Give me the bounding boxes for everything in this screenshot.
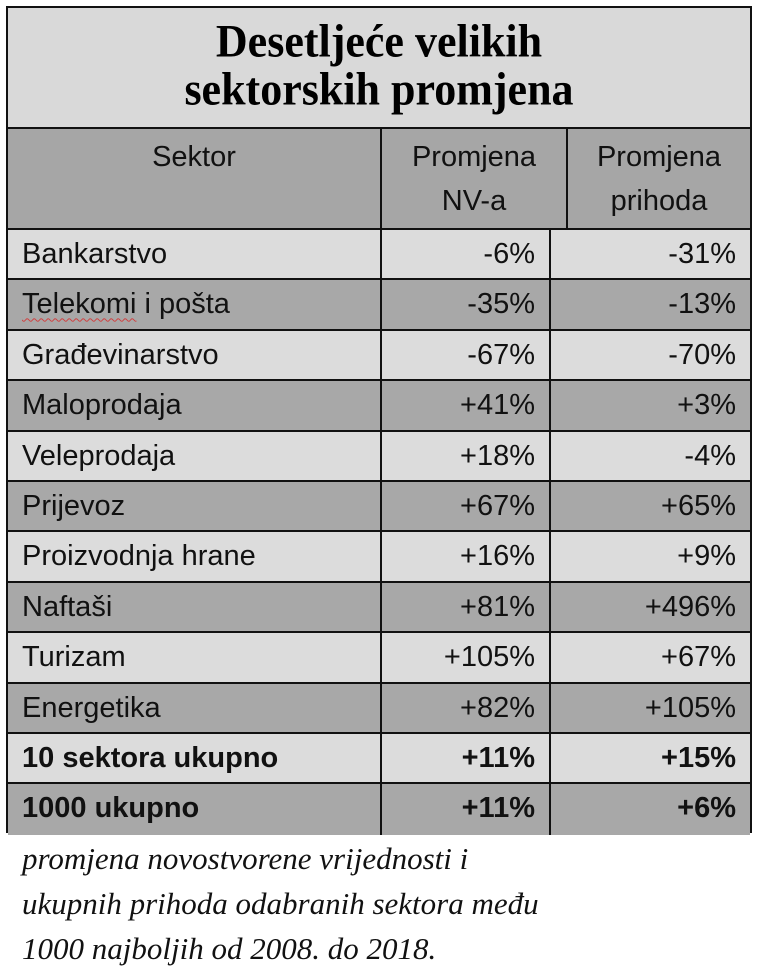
- nv-change-cell: +41%: [382, 381, 551, 430]
- title-line-1: Desetljeće velikih: [215, 15, 543, 68]
- title-line-2: sektorskih promjena: [184, 63, 574, 116]
- revenue-change-cell: -13%: [668, 288, 736, 321]
- nv-change-cell: +81%: [382, 582, 551, 632]
- nv-change-cell: +67%: [382, 481, 551, 531]
- table-row: Bankarstvo -6% -31%: [8, 230, 750, 281]
- caption-line-2: ukupnih prihoda odabranih sektora među: [22, 886, 539, 921]
- revenue-change-cell: +9%: [677, 540, 736, 573]
- revenue-change-cell: +65%: [661, 489, 736, 522]
- sector-cell-rest: i pošta: [136, 288, 230, 321]
- sector-cell: Energetika: [8, 683, 382, 732]
- table-title: Desetljeće velikih sektorskih promjena: [8, 8, 750, 129]
- nv-change-cell: -67%: [382, 330, 551, 380]
- table-row: Turizam +105% +67%: [8, 633, 750, 684]
- revenue-change-cell: -31%: [668, 238, 736, 270]
- table-row: Energetika +82% +105%: [8, 683, 750, 734]
- column-header-nv-line-2: NV-a: [441, 185, 507, 217]
- nv-change-cell: +82%: [382, 683, 551, 732]
- nv-change-cell: +16%: [382, 532, 551, 581]
- table-body: Bankarstvo -6% -31% Telekomi i pošta -35…: [8, 230, 750, 835]
- revenue-change-cell: -4%: [684, 439, 736, 472]
- revenue-change-cell: +6%: [677, 792, 736, 825]
- table-row-total-10-sectors: 10 sektora ukupno +11% +15%: [8, 733, 750, 785]
- revenue-change-cell: -70%: [668, 338, 736, 371]
- table-row: Veleprodaja +18% -4%: [8, 431, 750, 482]
- nv-change-cell: +18%: [382, 431, 551, 480]
- nv-change-cell: -6%: [382, 230, 551, 279]
- sector-cell: Telekomi i pošta: [8, 280, 382, 329]
- column-header-nv-line-1: Promjena: [411, 141, 537, 173]
- nv-change-cell: +11%: [382, 784, 551, 835]
- table-row: Proizvodnja hrane +16% +9%: [8, 532, 750, 583]
- table-row: Naftaši +81% +496%: [8, 582, 750, 634]
- revenue-change-cell: +67%: [661, 641, 736, 674]
- column-header-sector: Sektor: [8, 129, 382, 230]
- table-row: Prijevoz +67% +65%: [8, 481, 750, 533]
- table-row: Građevinarstvo -67% -70%: [8, 330, 750, 382]
- revenue-change-cell: +496%: [644, 590, 736, 623]
- column-header-revenue-line-1: Promjena: [596, 141, 722, 173]
- table-row-total-1000: 1000 ukupno +11% +6%: [8, 784, 750, 835]
- sector-cell: 10 sektora ukupno: [8, 733, 382, 783]
- sector-cell: Bankarstvo: [8, 230, 382, 279]
- table-row: Maloprodaja +41% +3%: [8, 381, 750, 432]
- column-header-revenue-change: Promjena prihoda: [568, 129, 750, 230]
- sector-cell: Prijevoz: [8, 481, 382, 531]
- sector-change-table: Desetljeće velikih sektorskih promjena S…: [6, 6, 752, 835]
- sector-cell: Veleprodaja: [8, 431, 382, 480]
- caption-line-3: 1000 najboljih od 2008. do 2018.: [22, 931, 437, 966]
- spellcheck-underlined-word: Telekomi: [22, 288, 137, 321]
- table-caption: promjena novostvorene vrijednosti i ukup…: [22, 836, 752, 971]
- sector-cell: Građevinarstvo: [8, 330, 382, 380]
- table-row: Telekomi i pošta -35% -13%: [8, 280, 750, 331]
- revenue-change-cell: +105%: [644, 691, 736, 724]
- sector-cell: Turizam: [8, 633, 382, 682]
- column-header-nv-change: Promjena NV-a: [382, 129, 568, 230]
- revenue-change-cell: +3%: [677, 389, 736, 422]
- nv-change-cell: -35%: [382, 280, 551, 329]
- caption-line-1: promjena novostvorene vrijednosti i: [22, 841, 469, 876]
- nv-change-cell: +105%: [382, 633, 551, 682]
- revenue-change-cell: +15%: [661, 741, 736, 774]
- sector-cell: Naftaši: [8, 582, 382, 632]
- sector-cell: Proizvodnja hrane: [8, 532, 382, 581]
- column-header-revenue-line-2: prihoda: [610, 185, 708, 217]
- sector-cell: Maloprodaja: [8, 381, 382, 430]
- nv-change-cell: +11%: [382, 733, 551, 783]
- sector-cell: 1000 ukupno: [8, 784, 382, 835]
- column-header-sector-label: Sektor: [152, 141, 236, 173]
